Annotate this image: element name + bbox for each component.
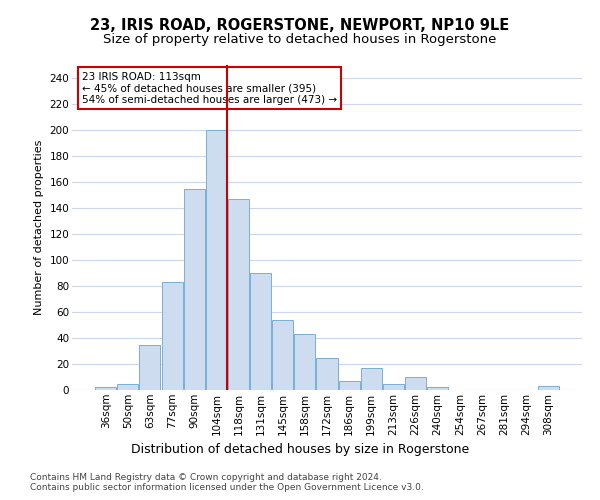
- Bar: [228, 199, 249, 390]
- Text: Distribution of detached houses by size in Rogerstone: Distribution of detached houses by size …: [131, 442, 469, 456]
- Bar: [361, 368, 382, 390]
- Bar: [427, 388, 448, 390]
- Text: Contains HM Land Registry data © Crown copyright and database right 2024.: Contains HM Land Registry data © Crown c…: [30, 472, 382, 482]
- Bar: [316, 358, 338, 390]
- Text: Contains public sector information licensed under the Open Government Licence v3: Contains public sector information licen…: [30, 482, 424, 492]
- Y-axis label: Number of detached properties: Number of detached properties: [34, 140, 44, 315]
- Bar: [405, 377, 426, 390]
- Bar: [272, 320, 293, 390]
- Bar: [206, 130, 227, 390]
- Bar: [161, 282, 182, 390]
- Text: Size of property relative to detached houses in Rogerstone: Size of property relative to detached ho…: [103, 32, 497, 46]
- Bar: [184, 188, 205, 390]
- Bar: [139, 344, 160, 390]
- Bar: [250, 273, 271, 390]
- Text: 23 IRIS ROAD: 113sqm
← 45% of detached houses are smaller (395)
54% of semi-deta: 23 IRIS ROAD: 113sqm ← 45% of detached h…: [82, 72, 337, 104]
- Bar: [383, 384, 404, 390]
- Text: 23, IRIS ROAD, ROGERSTONE, NEWPORT, NP10 9LE: 23, IRIS ROAD, ROGERSTONE, NEWPORT, NP10…: [91, 18, 509, 32]
- Bar: [338, 381, 359, 390]
- Bar: [538, 386, 559, 390]
- Bar: [118, 384, 139, 390]
- Bar: [295, 334, 316, 390]
- Bar: [95, 388, 116, 390]
